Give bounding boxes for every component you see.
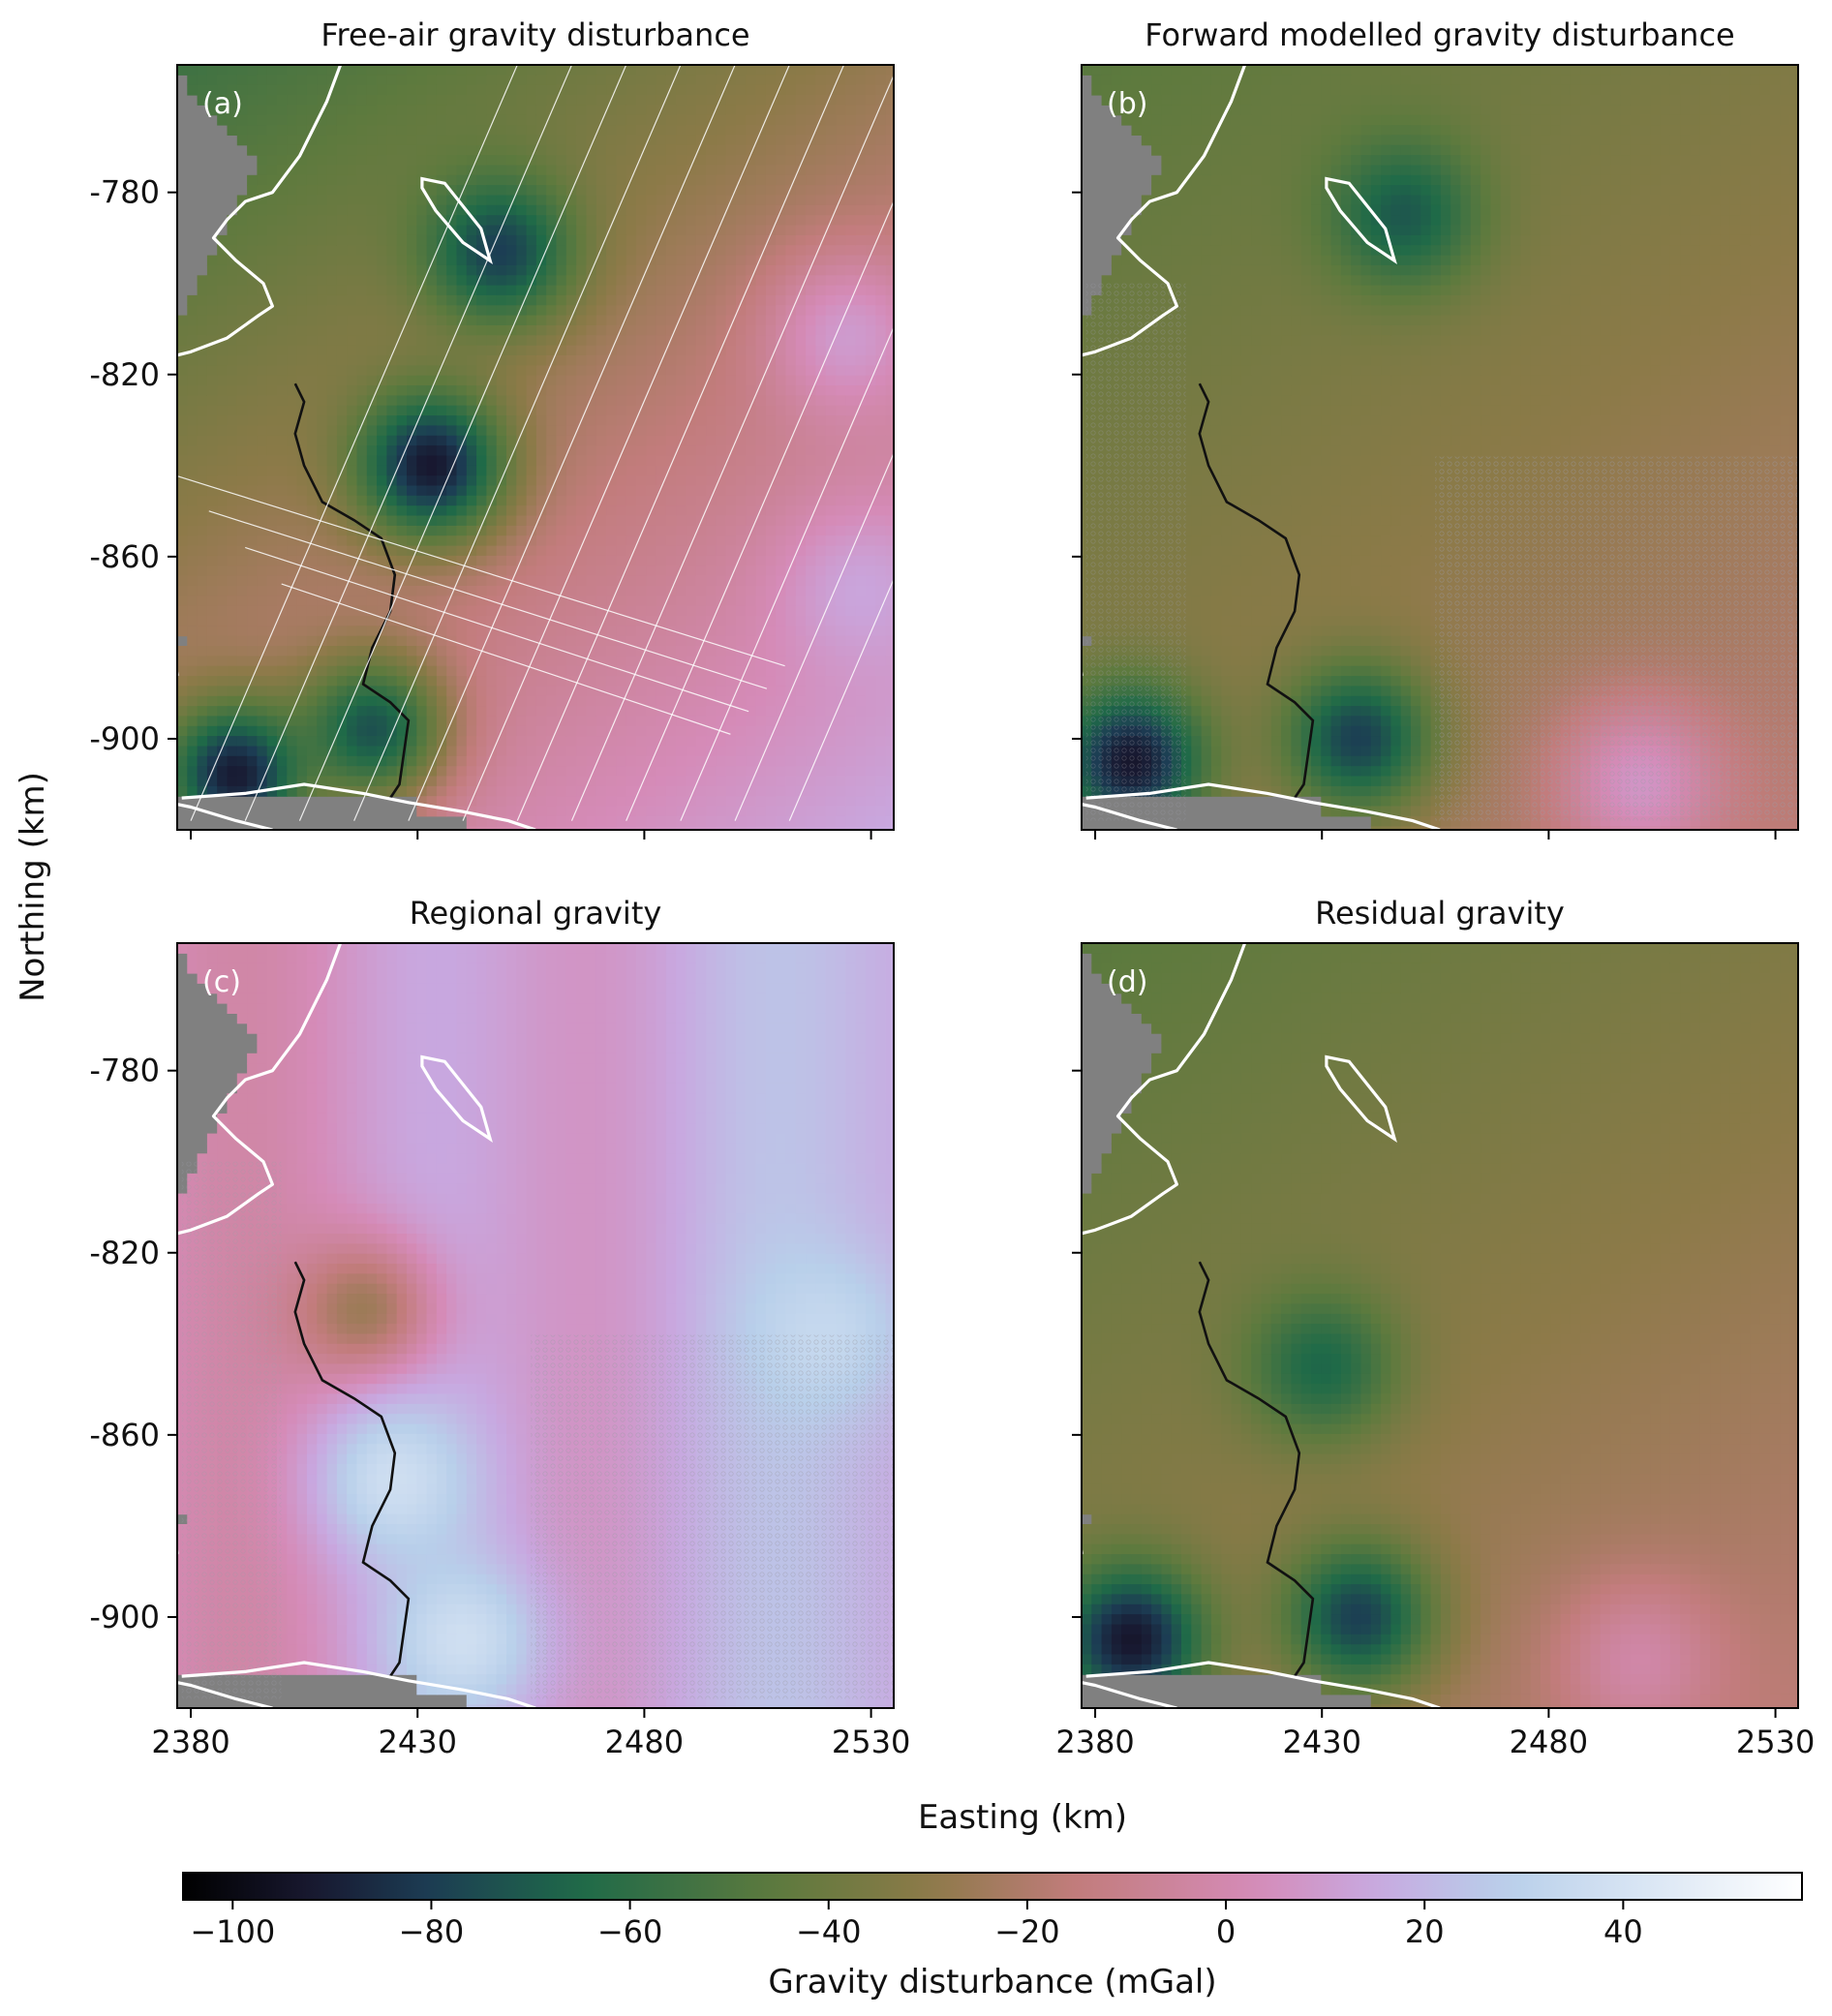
coastline	[177, 65, 343, 830]
x-tick-label: 2530	[832, 1724, 910, 1760]
plot-area	[1082, 943, 1798, 1708]
tie-line	[281, 583, 731, 735]
x-axis	[1094, 830, 1777, 840]
colorbar-tick-label: −20	[994, 1913, 1060, 1950]
panel-forward-modelled: Forward modelled gravity disturbance (b)	[1072, 16, 1799, 840]
y-tick-label: -900	[89, 720, 160, 757]
coastline	[1082, 65, 1247, 830]
panel-regional: Regional gravity (c) 2380 2430 2480 2530 -7…	[89, 895, 910, 1760]
flight-line	[680, 325, 894, 821]
y-tick-label: -820	[89, 356, 160, 393]
shared-x-label: Easting (km)	[918, 1798, 1127, 1837]
plot-frame	[176, 64, 895, 831]
panel-free-air: Free-air gravity disturbance (a) -780 -82…	[89, 16, 895, 840]
y-tick-label: -900	[89, 1599, 160, 1635]
x-tick-label: 2480	[1510, 1724, 1588, 1760]
x-tick-label: 2480	[605, 1724, 684, 1760]
flight-line	[516, 65, 845, 821]
flight-line	[353, 65, 682, 821]
x-tick-label: 2530	[1736, 1724, 1815, 1760]
plot-area	[177, 943, 894, 1708]
colorbar-bar	[182, 1872, 1803, 1901]
x-axis	[190, 830, 872, 840]
y-tick-label: -780	[89, 1053, 160, 1089]
coastline	[1082, 943, 1247, 1708]
colorbar-tick-label: 20	[1405, 1913, 1445, 1950]
panel-title: Residual gravity	[1315, 895, 1565, 932]
colorbar-tick-label: −40	[796, 1913, 862, 1950]
gravity-field	[177, 65, 894, 830]
ice-front	[1085, 1661, 1441, 1708]
panel-residual: Residual gravity (d) 2380 2430 2480 2530	[1055, 895, 1815, 1760]
grounding-line	[1198, 1261, 1315, 1677]
grounding-line	[293, 1261, 411, 1677]
colorbar: −100 −80 −60 −40 −20 0 20 40 Gravity disturbanc…	[182, 1872, 1803, 2001]
y-tick-label: -860	[89, 538, 160, 575]
plot-area	[177, 65, 894, 830]
flight-line	[734, 451, 894, 821]
panel-label: (a)	[202, 87, 243, 121]
flight-line	[190, 65, 518, 821]
x-axis: 2380 2430 2480 2530	[1055, 1708, 1815, 1760]
panel-label: (b)	[1107, 87, 1147, 121]
x-tick-label: 2430	[379, 1724, 457, 1760]
panel-title: Regional gravity	[410, 895, 662, 932]
flight-line	[244, 65, 573, 821]
colorbar-tick-label: −100	[190, 1913, 275, 1950]
island-outline	[420, 1054, 493, 1143]
island-outline	[420, 176, 493, 264]
panel-title: Free-air gravity disturbance	[321, 16, 749, 53]
colorbar-tick-label: −60	[597, 1913, 663, 1950]
y-axis: -780 -820 -860 -900	[89, 1053, 177, 1635]
plot-frame	[176, 942, 895, 1709]
flight-line	[462, 65, 790, 821]
flight-line	[298, 65, 627, 821]
grounding-line	[293, 382, 411, 799]
gravity-field	[1082, 943, 1798, 1708]
x-tick-label: 2380	[151, 1724, 229, 1760]
island-outline	[1325, 176, 1397, 264]
plot-frame	[1081, 64, 1799, 831]
y-axis: -780 -820 -860 -900	[89, 174, 177, 757]
tie-line	[208, 510, 768, 689]
x-tick-label: 2380	[1055, 1724, 1134, 1760]
ice-front	[181, 1661, 536, 1708]
ice-front	[181, 782, 536, 830]
x-tick-label: 2430	[1283, 1724, 1361, 1760]
tie-line	[245, 546, 749, 713]
plot-frame	[1081, 942, 1799, 1709]
panel-title: Forward modelled gravity disturbance	[1145, 16, 1734, 53]
colorbar-ticks: −100 −80 −60 −40 −20 0 20 40	[190, 1900, 1643, 1950]
tie-line	[177, 475, 785, 667]
y-axis	[1072, 191, 1082, 740]
flight-line	[408, 65, 736, 821]
flight-line	[570, 74, 894, 821]
shared-y-label: Northing (km)	[14, 772, 52, 1002]
grounding-line	[1198, 382, 1315, 799]
coastline	[177, 943, 343, 1708]
y-tick-label: -860	[89, 1417, 160, 1453]
colorbar-label: Gravity disturbance (mGal)	[768, 1963, 1216, 2001]
panel-label: (d)	[1107, 965, 1147, 999]
ice-front	[1085, 782, 1441, 830]
panel-label: (c)	[202, 965, 241, 999]
y-axis	[1072, 1069, 1082, 1618]
island-outline	[1325, 1054, 1397, 1143]
colorbar-tick-label: 0	[1216, 1913, 1236, 1950]
y-tick-label: -780	[89, 174, 160, 211]
colorbar-tick-label: 40	[1603, 1913, 1643, 1950]
colorbar-tick-label: −80	[399, 1913, 465, 1950]
plot-area	[1082, 65, 1798, 830]
x-axis: 2380 2430 2480 2530	[151, 1708, 910, 1760]
flight-line	[788, 577, 894, 821]
y-tick-label: -820	[89, 1235, 160, 1271]
flight-line	[626, 199, 894, 821]
